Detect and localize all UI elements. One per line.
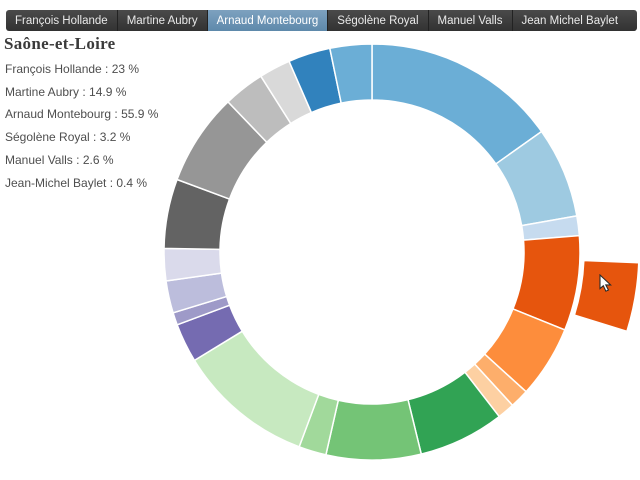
donut-segment-0[interactable]: [371, 43, 543, 165]
donut-segment-highlighted[interactable]: [573, 259, 640, 333]
result-item-francois-hollande: François Hollande : 23 %: [5, 62, 140, 76]
page-title: Saône-et-Loire: [4, 34, 116, 53]
candidate-tabs: François Hollande Martine Aubry Arnaud Mon…: [6, 10, 637, 31]
result-item-martine-aubry: Martine Aubry : 14.9 %: [5, 84, 127, 99]
donut-segment-8[interactable]: [325, 398, 423, 461]
result-item-jean-michel-baylet: Jean-Michel Baylet : 0.4 %: [5, 175, 148, 190]
tab-francois-hollande[interactable]: François Hollande: [15, 14, 108, 27]
tab-jean-michel-baylet[interactable]: Jean Michel Baylet: [511, 10, 628, 31]
tab-arnaud-montebourg[interactable]: Arnaud Montebourg: [206, 10, 328, 31]
mouse-cursor-icon: [599, 274, 612, 292]
result-item-segolene-royal: Ségolène Royal : 3.2 %: [5, 130, 131, 145]
tab-manuel-valls[interactable]: Manuel Valls: [427, 10, 512, 31]
tab-segolene-royal[interactable]: Ségolène Royal: [327, 10, 427, 31]
result-item-manuel-valls: Manuel Valls : 2.6 %: [5, 152, 114, 167]
donut-segment-20[interactable]: [328, 43, 373, 105]
tab-martine-aubry[interactable]: Martine Aubry: [116, 10, 207, 31]
result-item-arnaud-montebourg: Arnaud Montebourg : 55.9 %: [5, 107, 159, 122]
results-list: François Hollande : 23 % Martine Aubry : …: [5, 58, 158, 194]
